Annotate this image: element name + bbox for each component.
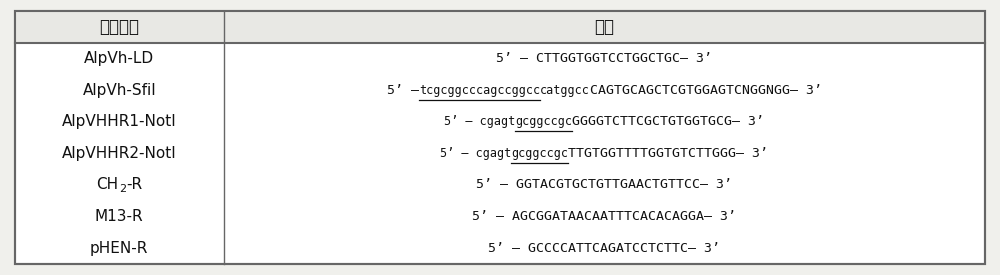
Text: 序列: 序列: [594, 18, 614, 36]
Text: tcgcggcccagccggcc: tcgcggcccagccggcc: [419, 84, 540, 97]
Text: AlpVHHR2-NotI: AlpVHHR2-NotI: [62, 146, 177, 161]
Text: CAGTGCAGCTCGTGGAGTCNGGNGG– 3’: CAGTGCAGCTCGTGGAGTCNGGNGG– 3’: [590, 84, 822, 97]
Bar: [15, 11, 985, 43]
Text: TTGTGGTTTTGGTGTCTTGGG– 3’: TTGTGGTTTTGGTGTCTTGGG– 3’: [568, 147, 768, 160]
Text: AlpVHHR1-NotI: AlpVHHR1-NotI: [62, 114, 177, 129]
Text: CH: CH: [97, 177, 119, 192]
Text: AlpVh-LD: AlpVh-LD: [84, 51, 154, 66]
Text: gcggccgc: gcggccgc: [515, 115, 572, 128]
Text: 5’ –: 5’ –: [387, 84, 419, 97]
Text: catggcc: catggcc: [540, 84, 590, 97]
Text: 引物名称: 引物名称: [99, 18, 139, 36]
Text: AlpVh-SfiI: AlpVh-SfiI: [82, 82, 156, 98]
Text: pHEN-R: pHEN-R: [90, 241, 148, 256]
Text: 2: 2: [119, 184, 126, 194]
Text: 5’ – GGTACGTGCTGTTGAACTGTTCC– 3’: 5’ – GGTACGTGCTGTTGAACTGTTCC– 3’: [476, 178, 732, 191]
Text: 5’ – cgagt: 5’ – cgagt: [440, 147, 511, 160]
Text: M13-R: M13-R: [95, 209, 144, 224]
Text: -R: -R: [126, 177, 142, 192]
Text: 5’ – cgagt: 5’ – cgagt: [444, 115, 515, 128]
Text: GGGGTCTTCGCTGTGGTGCG– 3’: GGGGTCTTCGCTGTGGTGCG– 3’: [572, 115, 764, 128]
Text: 5’ – CTTGGTGGTCCTGGCTGC– 3’: 5’ – CTTGGTGGTCCTGGCTGC– 3’: [496, 52, 712, 65]
Text: 5’ – AGCGGATAACAATTTCACACAGGA– 3’: 5’ – AGCGGATAACAATTTCACACAGGA– 3’: [472, 210, 736, 223]
Text: 5’ – GCCCCATTCAGATCCTCTTC– 3’: 5’ – GCCCCATTCAGATCCTCTTC– 3’: [488, 242, 720, 255]
Text: gcggccgc: gcggccgc: [511, 147, 568, 160]
